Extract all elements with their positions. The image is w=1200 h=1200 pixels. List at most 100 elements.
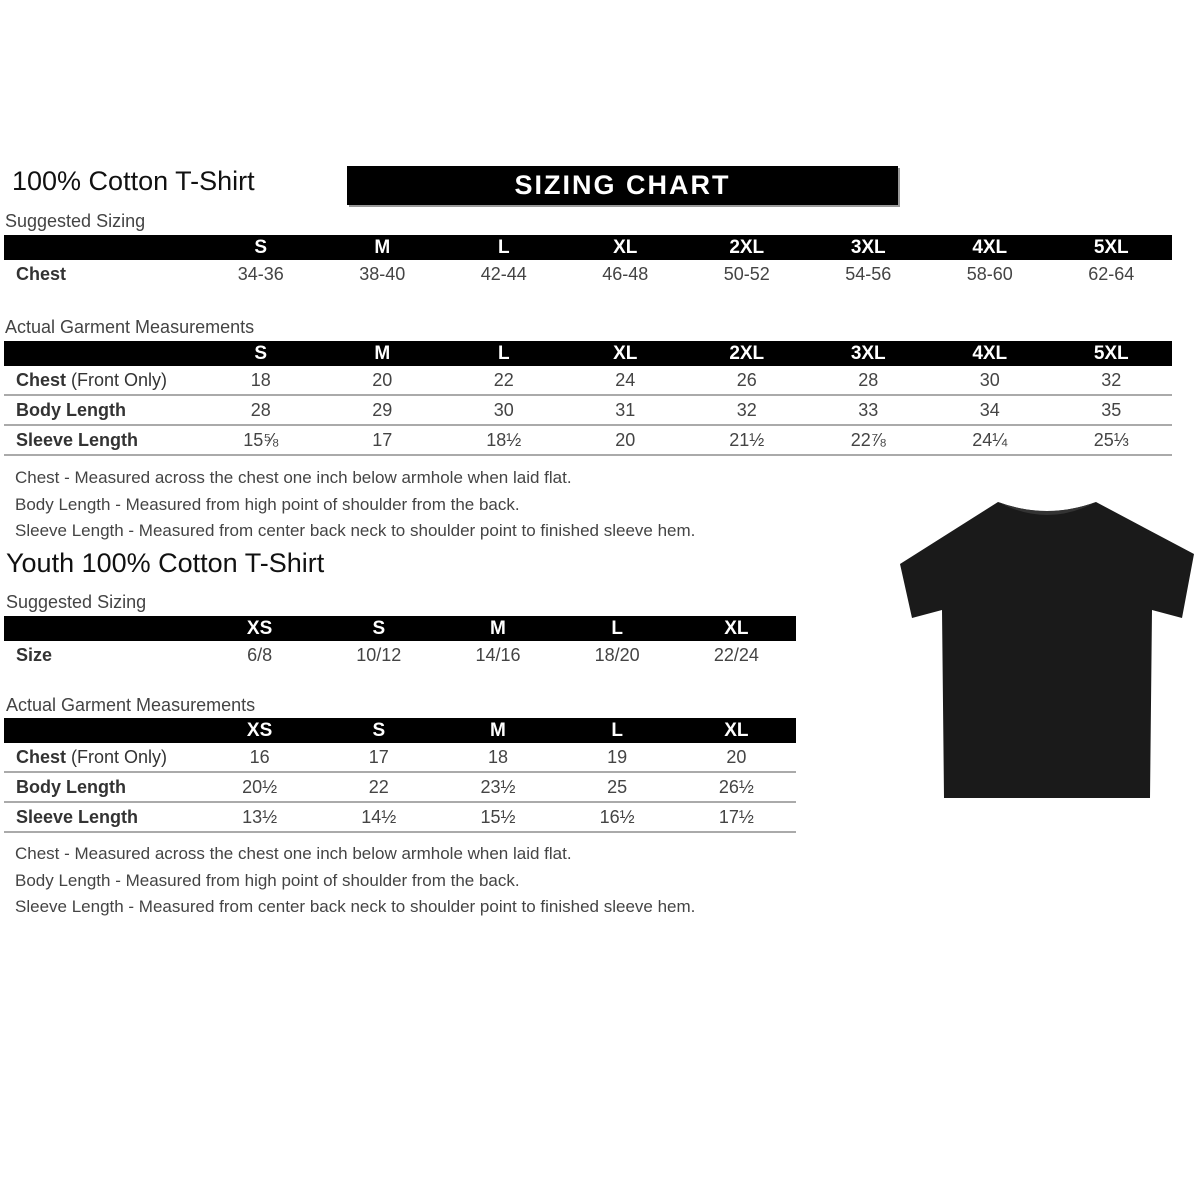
size-header: S [319,616,439,641]
table-cell: 29 [321,395,443,426]
table-cell: 22/24 [713,644,759,665]
size-header: 4XL [929,341,1051,366]
table-cell: 20 [676,743,796,773]
table-cell: 17 [321,425,443,456]
table-cell: 54-56 [845,263,892,284]
size-header: L [443,341,565,366]
size-header: 4XL [929,235,1051,260]
table-cell: 30 [929,366,1051,396]
table-cell: 30 [443,395,565,426]
row-label: Chest (Front Only) [4,743,200,773]
table-cell: 22 [443,366,565,396]
row-label: Sleeve Length [4,425,200,456]
note-line: Body Length - Measured from high point o… [15,494,520,514]
adult-notes: Chest - Measured across the chest one in… [15,465,695,545]
adult-suggested-table: S M L XL 2XL 3XL 4XL 5XL Chest 34-36 38-40 42-44 46… [4,235,1172,288]
row-label: Body Length [4,395,200,426]
table-cell: 32 [1050,366,1172,396]
table-cell: 14½ [319,802,439,833]
table-row: Body Length 28 29 30 31 32 33 34 35 [4,395,1172,426]
table-cell: 22 [319,772,439,803]
size-header: 2XL [686,341,808,366]
adult-suggested-label: Suggested Sizing [5,211,146,231]
row-label: Size [16,644,53,665]
size-header-row: S M L XL 2XL 3XL 4XL 5XL [4,235,1172,260]
adult-actual-table: S M L XL 2XL 3XL 4XL 5XL Chest (Front Only) 18 20 2… [4,341,1172,456]
row-label: Chest [16,263,67,284]
note-line: Sleeve Length - Measured from center bac… [15,897,696,916]
size-header: M [438,718,558,743]
table-cell: 26 [686,366,808,396]
table-cell: 28 [807,366,929,396]
table-row: Size 6/8 10/12 14/16 18/20 22/24 [4,641,796,669]
table-cell: 20 [564,425,686,456]
size-header: 5XL [1050,341,1172,366]
note-line: Body Length - Measured from high point o… [15,870,520,890]
table-cell: 18 [200,366,322,396]
table-cell: 16½ [557,802,677,833]
table-cell: 17 [319,743,439,773]
table-cell: 38-40 [359,263,406,284]
table-cell: 13½ [200,802,320,833]
table-cell: 16 [200,743,320,773]
table-cell: 31 [564,395,686,426]
youth-actual-label: Actual Garment Measurements [6,695,256,715]
size-header: L [557,718,677,743]
table-row: Chest (Front Only) 18 20 22 24 26 28 30 32 [4,366,1172,396]
table-row: Sleeve Length 13½ 14½ 15½ 16½ 17½ [4,802,796,833]
table-cell: 24 [564,366,686,396]
size-header: XL [564,235,686,260]
table-cell: 15⅝ [200,425,322,456]
note-line: Chest - Measured across the chest one in… [15,844,572,863]
table-row: Sleeve Length 15⅝ 17 18½ 20 21½ 22⅞ 24¼ 25⅓ [4,425,1172,456]
size-header: XL [564,341,686,366]
size-header: S [319,718,439,743]
size-header: 3XL [807,341,929,366]
table-cell: 6/8 [247,644,273,665]
size-header: 5XL [1050,235,1172,260]
size-header: XL [676,616,796,641]
table-cell: 62-64 [1088,263,1135,284]
table-cell: 18½ [443,425,565,456]
table-cell: 18 [438,743,558,773]
size-header-row: XS S M L XL [4,616,796,641]
note-line: Sleeve Length - Measured from center bac… [15,521,696,540]
table-cell: 15½ [438,802,558,833]
table-cell: 34 [929,395,1051,426]
table-cell: 25⅓ [1050,425,1172,456]
size-header: XS [200,718,320,743]
size-header: S [200,341,322,366]
note-line: Chest - Measured across the chest one in… [15,468,572,487]
youth-suggested-label: Suggested Sizing [6,592,147,612]
table-row: Body Length 20½ 22 23½ 25 26½ [4,772,796,803]
table-cell: 25 [557,772,677,803]
youth-suggested-table: XS S M L XL Size 6/8 10/12 14/16 18/20 22/24 [4,616,796,669]
table-cell: 18/20 [594,644,640,665]
adult-title: 100% Cotton T-Shirt [12,166,255,196]
table-cell: 10/12 [356,644,402,665]
table-cell: 46-48 [602,263,649,284]
table-cell: 19 [557,743,677,773]
size-header: 2XL [686,235,808,260]
sizing-chart-banner: SIZING CHART [347,166,898,205]
size-header: M [321,341,443,366]
table-cell: 28 [200,395,322,426]
size-header: L [557,616,677,641]
size-header-row: XS S M L XL [4,718,796,743]
table-cell: 22⅞ [807,425,929,456]
youth-notes: Chest - Measured across the chest one in… [15,841,695,921]
table-cell: 32 [686,395,808,426]
table-cell: 35 [1050,395,1172,426]
table-cell: 21½ [686,425,808,456]
table-cell: 17½ [676,802,796,833]
table-cell: 14/16 [475,644,521,665]
size-header: M [321,235,443,260]
size-header: 3XL [807,235,929,260]
table-cell: 33 [807,395,929,426]
size-header: XS [200,616,320,641]
table-cell: 58-60 [966,263,1013,284]
size-header: L [443,235,565,260]
youth-actual-table: XS S M L XL Chest (Front Only) 16 17 18 19 20 Body … [4,718,796,833]
table-row: Chest (Front Only) 16 17 18 19 20 [4,743,796,773]
